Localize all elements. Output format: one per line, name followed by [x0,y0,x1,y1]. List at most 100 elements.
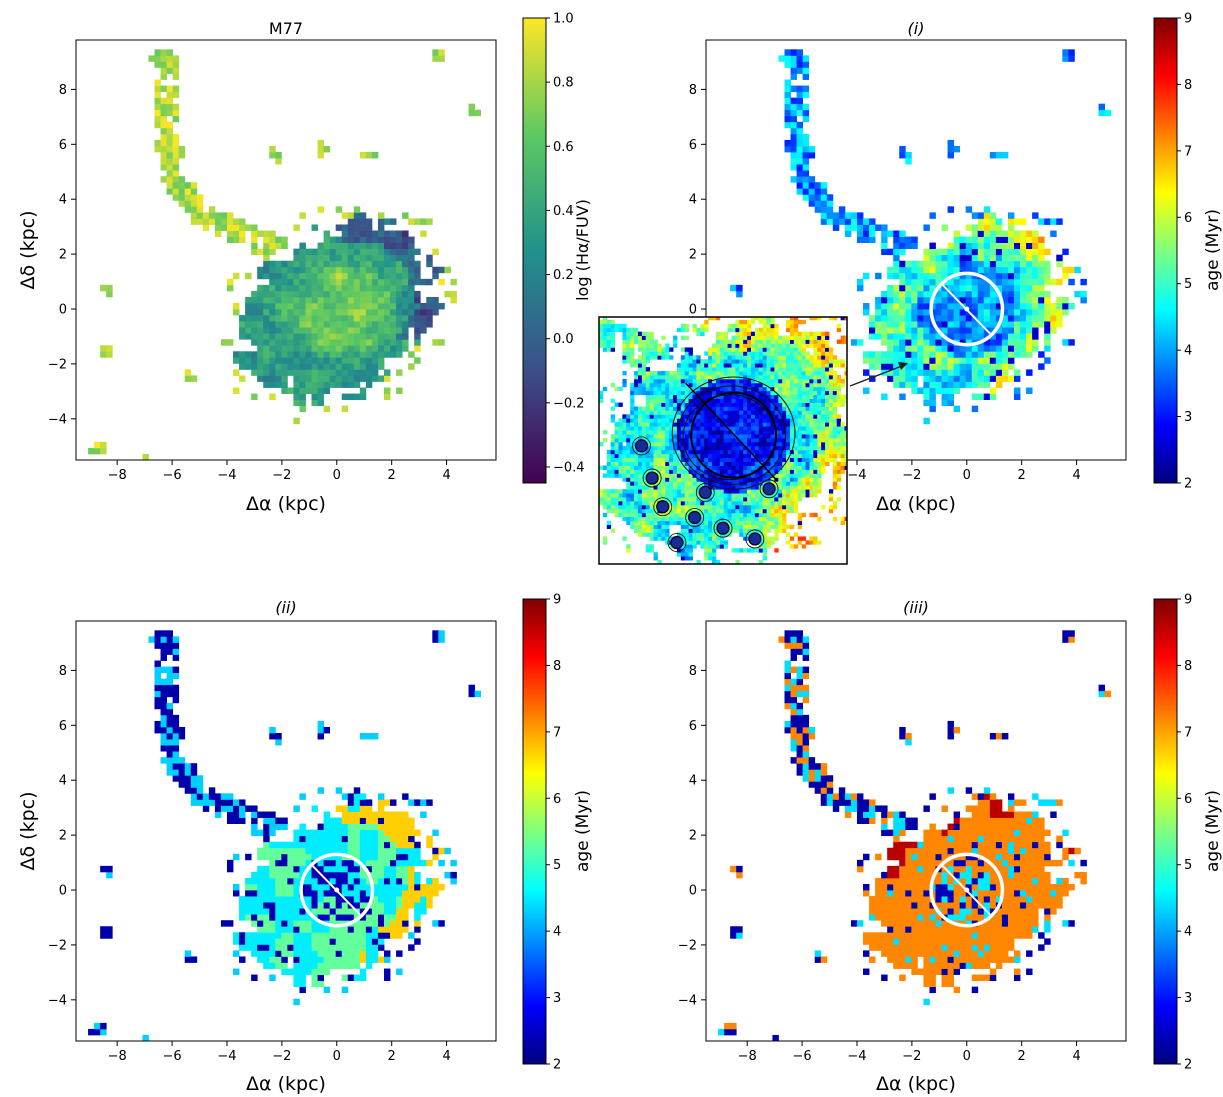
panel-ii-cell [341,914,349,921]
panel-m77-cell [384,218,391,225]
panel-i-cell [869,218,876,225]
panel-ii-cell [251,932,258,939]
panel-i-cell [1044,345,1051,352]
panel-i-cell [983,393,991,401]
panel-m77-cell [184,200,192,207]
inset-cell [626,343,631,348]
panel-m77-cell [329,272,337,280]
panel-iii-cell [1044,799,1051,806]
inset-cell [673,371,678,376]
panel-m77-cell [190,218,198,225]
inset-cell [626,418,631,423]
inset-cell [599,339,604,344]
panel-ii-cell [233,853,240,861]
inset-cell [645,386,651,392]
panel-iii-center-dot [964,887,970,893]
panel-iii-cell [784,636,791,643]
inset-cell [684,371,690,376]
panel-m77-cell [347,333,355,340]
panel-ii-cell [420,896,427,903]
panel-i-cell [965,236,973,243]
panel-ii-cell [281,956,288,963]
panel-i-cell [893,260,900,268]
inset-cell [645,441,651,447]
panel-m77-cell [384,375,391,382]
panel-i-cell [935,290,942,298]
panel-m77-cell [299,302,306,310]
panel-m77-cell [396,321,403,328]
panel-m77-cell [160,85,167,93]
panel-ii-cell [245,914,252,921]
panel-m77-cell [414,266,421,274]
inset-cell [637,489,643,494]
panel-ii-cell [172,672,180,680]
panel-ii-cell [396,908,403,915]
panel-iii-cell [929,914,936,921]
panel-ii-cell [371,950,379,957]
panel-ii-cell [196,787,204,794]
panel-m77-cell [239,224,246,231]
panel-i-cell [1001,315,1009,322]
panel-iii-cell [935,926,942,933]
panel-ii-cell [335,944,343,951]
panel-m77-cell [166,152,174,159]
panel-m77-cell [396,309,403,316]
panel-iii-cell [875,853,882,861]
panel-m77-cell [281,387,288,394]
panel-m77-cell [281,236,288,243]
panel-m77-cell [438,278,445,286]
panel-i-cell [838,206,846,213]
panel-i-cell [947,381,955,388]
panel-i-cell [893,315,900,322]
panel-i-cell [808,152,816,159]
panel-iii-cell [923,871,930,879]
inset-cell [622,465,627,470]
panel-m77-cell [317,387,325,394]
panel-i-cell [1062,272,1069,280]
panel-i-cell [965,266,973,274]
panel-ii-cell [384,932,391,939]
inset-cell [684,335,690,340]
inset-cell [637,453,643,459]
panel-m77-cell [239,351,246,358]
panel-m77-cell [347,272,355,280]
panel-m77-cell [293,260,300,268]
inset-cell [614,426,619,431]
inset-cell [606,457,612,463]
panel-m77-cell [299,333,306,340]
panel-ii-cell [347,865,355,873]
panel-i-cell [923,375,930,382]
panel-iii-cell [965,841,973,849]
panel-ii-cell [281,859,288,867]
panel-m77-cell [299,284,306,292]
panel-i-cell [995,363,1003,370]
panel-iii-cell [802,757,810,764]
inset-cell [688,497,693,502]
panel-iii-cell [1056,841,1063,849]
panel-i-cell [1032,272,1039,280]
inset-cell [657,461,662,466]
inset-cell [626,504,631,510]
panel-i-cell [1001,152,1009,159]
inset-cell [684,422,690,427]
panel-i-cell [784,109,791,117]
panel-i-cell [971,254,979,262]
panel-m77-cell [172,133,180,141]
inset-cell [645,461,651,466]
panel-m77-cell [377,327,385,334]
panel-m77-cell [371,290,379,298]
inset-cell [649,418,654,423]
panel-m77-cell [402,242,409,250]
panel-ii-cell [281,896,288,903]
panel-ii-cell [245,883,252,891]
panel-m77-cell [335,357,343,364]
inset-cell [680,528,686,533]
inset-cell [641,371,647,376]
inset-cell [673,485,678,490]
panel-ii-cell [166,733,174,740]
panel-m77-cell [335,369,343,376]
inset-cell [641,528,647,533]
panel-i-cell [971,333,979,340]
inset-cell [696,469,701,474]
inset-cell [665,410,670,415]
